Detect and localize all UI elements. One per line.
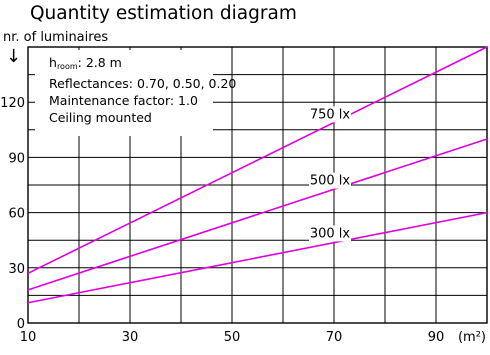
y-axis-label: nr. of luminaires bbox=[3, 30, 109, 45]
series-line-2 bbox=[27, 211, 488, 304]
x-tick-label: 30 bbox=[122, 330, 139, 345]
grid bbox=[27, 46, 488, 324]
down-arrow-icon: ↓ bbox=[6, 46, 22, 67]
series-label-1: 500 lx bbox=[310, 174, 351, 189]
series-label-bg bbox=[309, 172, 351, 189]
y-tick-label: 30 bbox=[8, 262, 25, 277]
series-label-bg bbox=[309, 106, 351, 123]
tick-labels: 10 30 50 70 90 0 30 60 90 120 (m²) bbox=[0, 96, 486, 345]
room-height: hroom: 2.8 m bbox=[49, 55, 122, 71]
series-line-1 bbox=[27, 138, 488, 291]
x-tick-label: 70 bbox=[326, 330, 343, 345]
series-labels: 750 lx 500 lx 300 lx bbox=[309, 106, 351, 242]
x-tick-label: 90 bbox=[428, 330, 445, 345]
y-tick-label: 90 bbox=[8, 151, 25, 166]
x-tick-label: 10 bbox=[20, 330, 37, 345]
mounting-type: Ceiling mounted bbox=[49, 110, 152, 125]
x-tick-label: 50 bbox=[224, 330, 241, 345]
series-label-2: 300 lx bbox=[310, 226, 351, 241]
chart-title: Quantity estimation diagram bbox=[30, 3, 297, 24]
plot-border bbox=[27, 46, 488, 324]
maintenance-factor: Maintenance factor: 1.0 bbox=[49, 93, 198, 108]
conditions-box: hroom: 2.8 m Reflectances: 0.70, 0.50, 0… bbox=[35, 50, 237, 136]
reflectances: Reflectances: 0.70, 0.50, 0.20 bbox=[49, 76, 237, 91]
x-unit-label: (m²) bbox=[458, 330, 486, 345]
y-tick-label: 0 bbox=[17, 317, 25, 332]
series-line-0 bbox=[27, 46, 488, 275]
y-tick-label: 120 bbox=[0, 96, 25, 111]
series-lines bbox=[27, 46, 488, 304]
y-tick-label: 60 bbox=[8, 207, 25, 222]
series-label-bg bbox=[309, 225, 351, 242]
series-label-0: 750 lx bbox=[310, 107, 351, 122]
